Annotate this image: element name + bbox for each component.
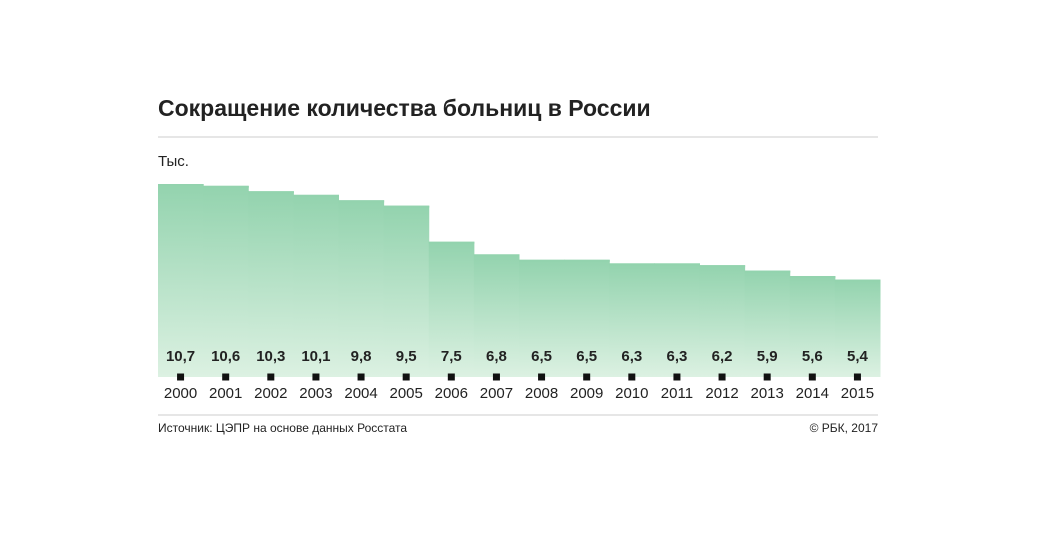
- value-label: 10,7: [166, 348, 195, 365]
- bar-top: [834, 279, 881, 282]
- tick-mark: [718, 373, 726, 381]
- bar-top: [248, 191, 294, 194]
- bar-top: [564, 259, 610, 262]
- value-label: 6,2: [712, 348, 733, 365]
- value-label: 10,3: [256, 348, 285, 365]
- x-tick-label: 2005: [390, 385, 423, 402]
- tick-mark: [628, 373, 636, 381]
- tick-mark: [492, 373, 500, 381]
- bar-top: [383, 205, 430, 208]
- x-tick-label: 2000: [164, 385, 197, 402]
- tick-mark: [763, 373, 771, 381]
- bar-top: [428, 241, 475, 244]
- value-label: 10,1: [301, 348, 330, 365]
- bar-top: [654, 263, 700, 266]
- x-tick-label: 2010: [615, 385, 648, 402]
- x-tick-label: 2001: [209, 385, 242, 402]
- x-tick-label: 2013: [751, 385, 784, 402]
- bar: [338, 200, 385, 377]
- bar: [203, 185, 249, 377]
- copyright: © РБК, 2017: [810, 421, 879, 435]
- x-tick-label: 2007: [480, 385, 513, 402]
- tick-mark: [312, 373, 320, 381]
- unit-label: Тыс.: [158, 153, 189, 170]
- tick-mark: [583, 373, 591, 381]
- source: Источник: ЦЭПР на основе данных Росстата: [158, 421, 407, 435]
- bar: [654, 263, 700, 377]
- x-tick-label: 2004: [344, 385, 377, 402]
- bar-top: [338, 200, 385, 203]
- value-label: 10,6: [211, 348, 240, 365]
- bar-top: [789, 275, 836, 278]
- bar: [293, 194, 339, 377]
- value-label: 5,6: [802, 348, 823, 365]
- tick-mark: [853, 373, 861, 381]
- bar: [473, 254, 520, 377]
- tick-mark: [267, 373, 275, 381]
- tick-mark: [808, 373, 816, 381]
- tick-mark: [538, 373, 546, 381]
- tick-mark: [357, 373, 365, 381]
- bar: [158, 184, 204, 377]
- bar: [744, 270, 791, 377]
- bar: [383, 205, 430, 377]
- bar: [428, 241, 475, 377]
- x-tick-label: 2009: [570, 385, 603, 402]
- bar: [519, 259, 565, 377]
- x-tick-label: 2002: [254, 385, 287, 402]
- chart-title: Сокращение количества больниц в России: [158, 95, 651, 121]
- bar-top: [158, 184, 204, 187]
- tick-mark: [222, 373, 230, 381]
- tick-mark: [447, 373, 455, 381]
- bar: [609, 263, 655, 377]
- value-label: 6,3: [667, 348, 688, 365]
- x-tick-label: 2011: [661, 385, 693, 402]
- bar-top: [473, 254, 520, 257]
- value-label: 6,8: [486, 348, 507, 365]
- value-label: 5,9: [757, 348, 778, 365]
- value-label: 6,5: [531, 348, 552, 365]
- bar: [789, 275, 836, 377]
- value-label: 5,4: [847, 348, 869, 365]
- tick-mark: [673, 373, 681, 381]
- tick-mark: [402, 373, 410, 381]
- x-tick-label: 2003: [299, 385, 332, 402]
- bar-top: [203, 185, 249, 188]
- x-tick-label: 2008: [525, 385, 558, 402]
- value-label: 9,8: [351, 348, 372, 365]
- tick-mark: [177, 373, 185, 381]
- x-tick-label: 2014: [796, 385, 829, 402]
- value-label: 6,5: [576, 348, 597, 365]
- bar: [699, 265, 746, 377]
- x-tick-label: 2012: [705, 385, 738, 402]
- bar: [834, 279, 881, 377]
- bar: [564, 259, 610, 377]
- bar-top: [744, 270, 791, 273]
- bar-top: [699, 265, 746, 268]
- x-tick-label: 2006: [435, 385, 468, 402]
- bar-top: [519, 259, 565, 262]
- bar-top: [293, 194, 339, 197]
- value-label: 7,5: [441, 348, 462, 365]
- value-label: 6,3: [621, 348, 642, 365]
- x-tick-label: 2015: [841, 385, 874, 402]
- value-label: 9,5: [396, 348, 417, 365]
- bar-top: [609, 263, 655, 266]
- bar: [248, 191, 294, 377]
